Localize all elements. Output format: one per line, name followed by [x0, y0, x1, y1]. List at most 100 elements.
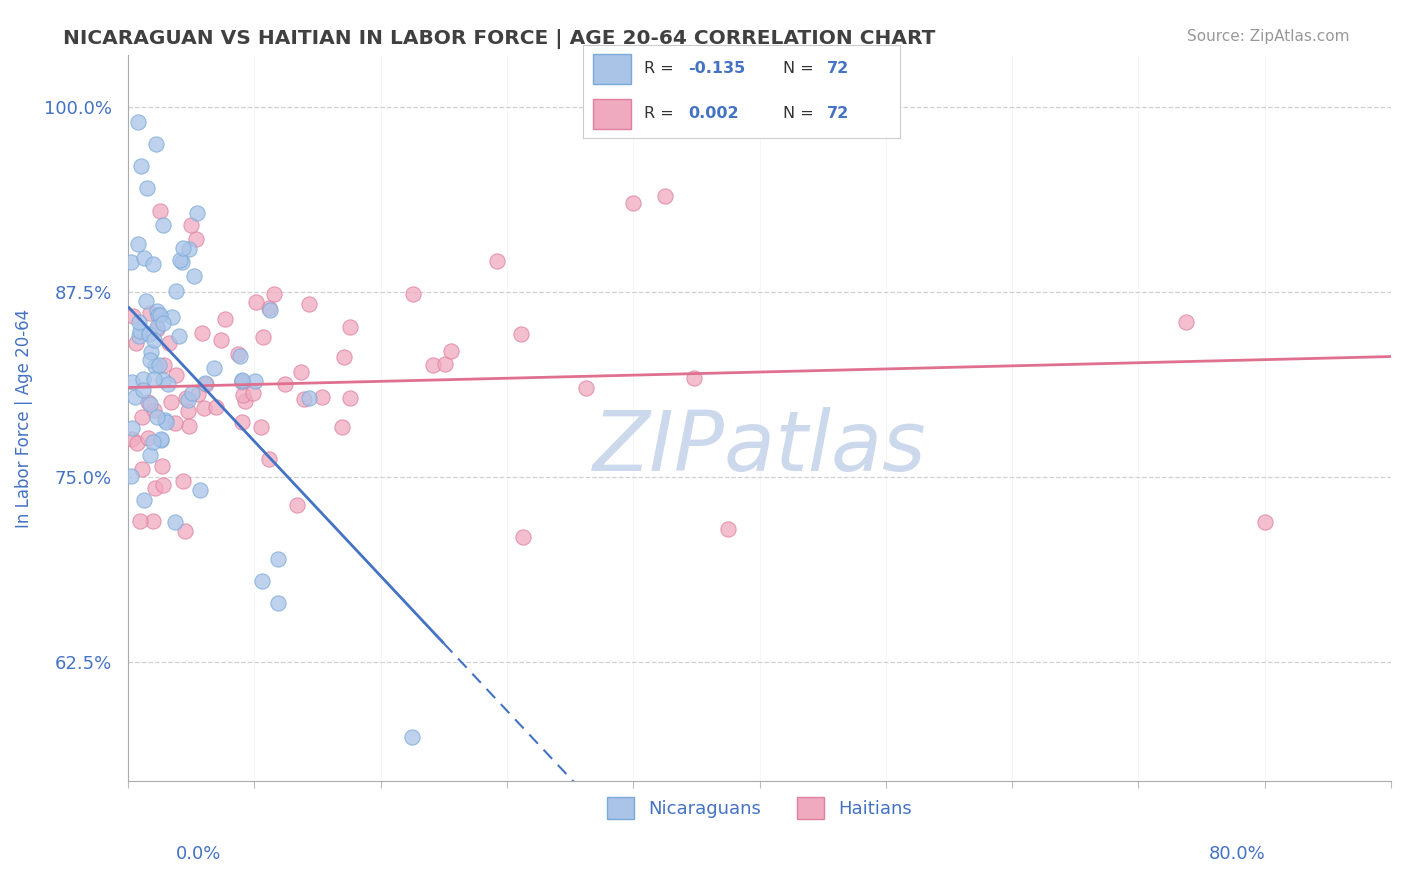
Point [401, 730, 423, 744]
Point [129, 159, 152, 173]
Point [143, 333, 166, 347]
Point [245, 295, 267, 310]
Point [165, 515, 187, 529]
Point [654, 189, 676, 203]
Point [187, 387, 209, 401]
Point [145, 410, 167, 425]
Point [172, 474, 194, 488]
Point [402, 287, 425, 301]
Point [717, 522, 740, 536]
Point [139, 449, 162, 463]
Text: 72: 72 [827, 106, 849, 121]
Point [621, 196, 644, 211]
Point [127, 435, 149, 450]
Point [127, 236, 149, 251]
Point [186, 205, 208, 219]
Bar [593, 99, 631, 129]
Point [143, 372, 166, 386]
Text: N =: N = [783, 106, 818, 121]
Point [422, 359, 444, 373]
Point [183, 269, 205, 284]
Point [149, 203, 172, 218]
Point [229, 349, 252, 363]
Point [157, 376, 180, 391]
Point [486, 254, 509, 268]
Text: 72: 72 [827, 62, 849, 77]
Point [311, 390, 333, 404]
Point [267, 596, 290, 610]
Point [152, 373, 174, 387]
Point [136, 431, 159, 445]
Point [132, 371, 155, 385]
Point [131, 409, 153, 424]
Point [298, 391, 321, 405]
Point [509, 326, 531, 341]
Point [252, 329, 274, 343]
Text: 80.0%: 80.0% [1209, 846, 1265, 863]
Point [298, 296, 321, 310]
Point [135, 293, 157, 308]
Point [274, 376, 297, 391]
Point [165, 368, 187, 382]
Point [285, 498, 308, 512]
Point [252, 574, 274, 588]
Text: R =: R = [644, 62, 679, 77]
Point [249, 420, 271, 434]
Point [186, 231, 208, 245]
Point [575, 381, 598, 395]
Point [150, 433, 173, 447]
Point [339, 320, 361, 334]
Point [152, 219, 174, 233]
Point [146, 308, 169, 322]
Point [150, 459, 173, 474]
Point [136, 394, 159, 409]
Point [259, 302, 281, 317]
Text: Source: ZipAtlas.com: Source: ZipAtlas.com [1187, 29, 1350, 44]
Point [160, 310, 183, 325]
Point [153, 358, 176, 372]
Text: N =: N = [783, 62, 818, 77]
Point [177, 393, 200, 408]
Point [143, 481, 166, 495]
Point [138, 397, 160, 411]
Text: 0.002: 0.002 [688, 106, 738, 121]
Point [131, 462, 153, 476]
Bar [593, 54, 631, 84]
Point [138, 327, 160, 342]
Point [173, 524, 195, 539]
Point [125, 336, 148, 351]
Point [209, 333, 232, 347]
Point [257, 301, 280, 316]
Point [128, 315, 150, 329]
Point [193, 401, 215, 415]
Text: NICARAGUAN VS HAITIAN IN LABOR FORCE | AGE 20-64 CORRELATION CHART: NICARAGUAN VS HAITIAN IN LABOR FORCE | A… [63, 29, 935, 48]
Point [167, 328, 190, 343]
Point [290, 366, 312, 380]
Point [231, 374, 253, 388]
Point [148, 358, 170, 372]
Point [132, 492, 155, 507]
Point [146, 322, 169, 336]
Point [176, 391, 198, 405]
Point [129, 514, 152, 528]
Point [243, 374, 266, 388]
Point [231, 376, 253, 390]
Point [181, 386, 204, 401]
Point [120, 254, 142, 268]
Point [231, 415, 253, 429]
Point [142, 434, 165, 449]
Y-axis label: In Labor Force | Age 20-64: In Labor Force | Age 20-64 [15, 309, 32, 528]
Point [434, 357, 457, 371]
Point [160, 394, 183, 409]
Point [233, 393, 256, 408]
Point [149, 432, 172, 446]
Point [121, 376, 143, 390]
Point [122, 310, 145, 324]
Point [127, 115, 149, 129]
Point [202, 361, 225, 376]
Point [157, 336, 180, 351]
Point [172, 241, 194, 255]
Point [188, 483, 211, 498]
Point [177, 419, 200, 434]
Point [1254, 515, 1277, 529]
